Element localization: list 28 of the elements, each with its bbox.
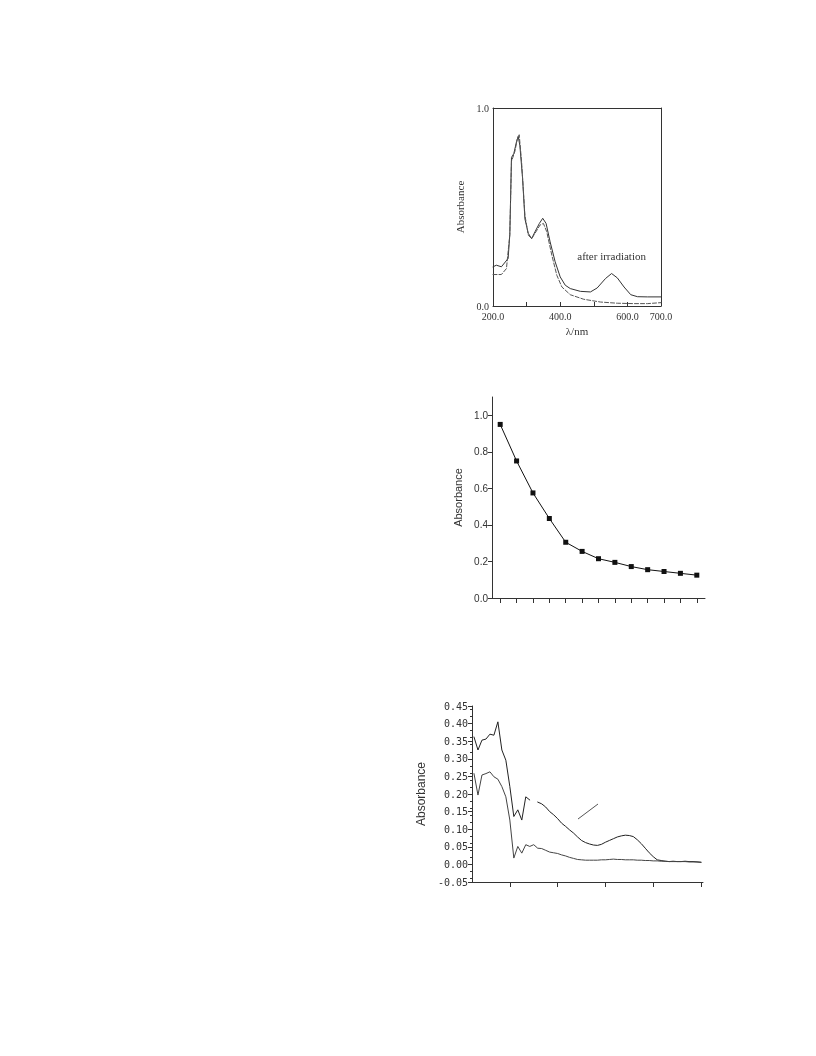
y-tick-label: 0.0	[476, 300, 489, 312]
y-tick-label: 0.10	[443, 823, 468, 835]
series-label: after irradiation	[577, 250, 647, 263]
y-tick-label: 0.8	[474, 446, 489, 458]
y-tick-label: 0.00	[443, 858, 468, 870]
y-axis-title: Absorbance	[414, 761, 428, 827]
y-tick-label: 1.0	[476, 102, 489, 114]
y-tick-label: 0.15	[443, 806, 468, 818]
y-tick-label: 0.6	[474, 482, 489, 494]
x-tick-label: 400.0	[548, 310, 572, 322]
y-tick-label: 0.30	[443, 753, 468, 765]
y-tick-label: 0.2	[474, 555, 489, 567]
y-tick-label: 0.05	[443, 841, 468, 853]
y-axis-title: Absorbance	[454, 180, 467, 234]
y-tick-label: 0.20	[443, 788, 468, 800]
x-tick-label: 600.0	[616, 310, 639, 322]
y-tick-label: -0.05	[437, 876, 468, 888]
x-axis-title: λ/nm	[565, 325, 589, 338]
y-tick-label: 0.35	[443, 735, 468, 747]
y-tick-label: 0.4	[474, 519, 489, 531]
x-tick-label: 200.0	[481, 310, 505, 322]
y-tick-label: 0.25	[443, 770, 468, 782]
y-tick-label: 0.45	[443, 700, 468, 712]
x-tick-label: 700.0	[649, 310, 673, 322]
y-axis-title: Absorbance	[451, 468, 464, 527]
y-tick-label: 0.0	[474, 592, 489, 604]
y-tick-label: 1.0	[474, 409, 489, 421]
y-tick-label: 0.40	[443, 718, 468, 730]
